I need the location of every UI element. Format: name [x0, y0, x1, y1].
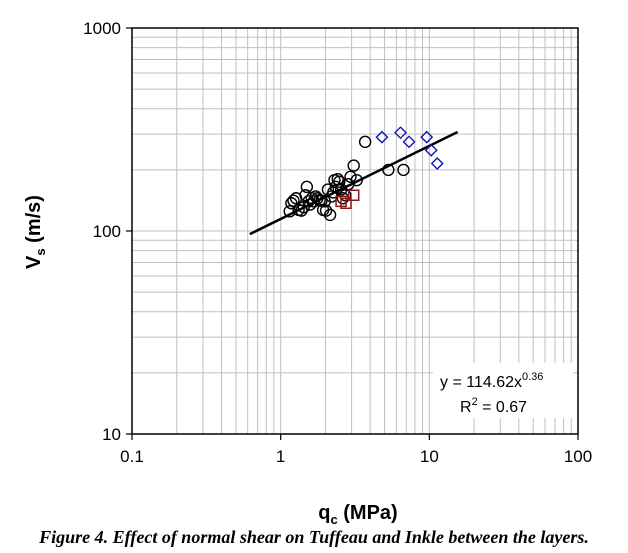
x-tick-label: 100 [564, 447, 592, 466]
data-point-circle [397, 163, 410, 177]
data-point-square [347, 189, 360, 202]
data-point-circle [287, 194, 300, 207]
data-point-circle [350, 173, 363, 187]
equation-annotation: y = 114.62x0.36 R2 = 0.67 [433, 363, 573, 418]
data-point-circle [347, 159, 360, 172]
data-point-circle [295, 204, 308, 217]
x-tick-label: 1 [276, 447, 285, 466]
data-point-diamond [420, 130, 434, 144]
x-tick-labels: 0.1 1 10 100 [120, 447, 592, 466]
data-point-circle [339, 189, 352, 202]
data-point-diamond [430, 157, 444, 171]
r-squared-value: R2 = 0.67 [460, 396, 527, 416]
data-point-circle [344, 170, 357, 183]
x-tick-label: 10 [420, 447, 439, 466]
y-tick-labels: 10 100 1000 [83, 19, 121, 444]
data-point-diamond [402, 135, 416, 149]
data-point-diamond [375, 130, 389, 144]
trendline-equation: y = 114.62x0.36 [440, 371, 543, 391]
y-axis-title: Vs (m/s) [23, 195, 48, 269]
data-point-diamond [394, 126, 408, 140]
data-point-circle [327, 186, 340, 199]
data-point-diamond [424, 143, 438, 157]
data-point-circle [319, 204, 333, 217]
data-point-circle [382, 163, 395, 177]
data-point-circle [300, 180, 314, 194]
figure-caption: Figure 4. Effect of normal shear on Tuff… [39, 527, 589, 547]
data-point-circle [323, 208, 337, 222]
y-tick-label: 100 [93, 222, 121, 241]
y-tick-label: 1000 [83, 19, 121, 38]
data-point-square [340, 197, 352, 209]
y-tick-label: 10 [102, 425, 121, 444]
axis-ticks [126, 27, 579, 440]
data-point-circle [358, 135, 372, 149]
scatter-chart: 0.1 1 10 100 10 100 1000 y = 114.62x0.36 R2 =… [23, 19, 592, 527]
data-point-circle [283, 205, 296, 218]
data-points [283, 126, 444, 222]
data-point-circle [333, 175, 346, 188]
x-tick-label: 0.1 [120, 447, 144, 466]
x-axis-title: qc (MPa) [318, 502, 397, 527]
